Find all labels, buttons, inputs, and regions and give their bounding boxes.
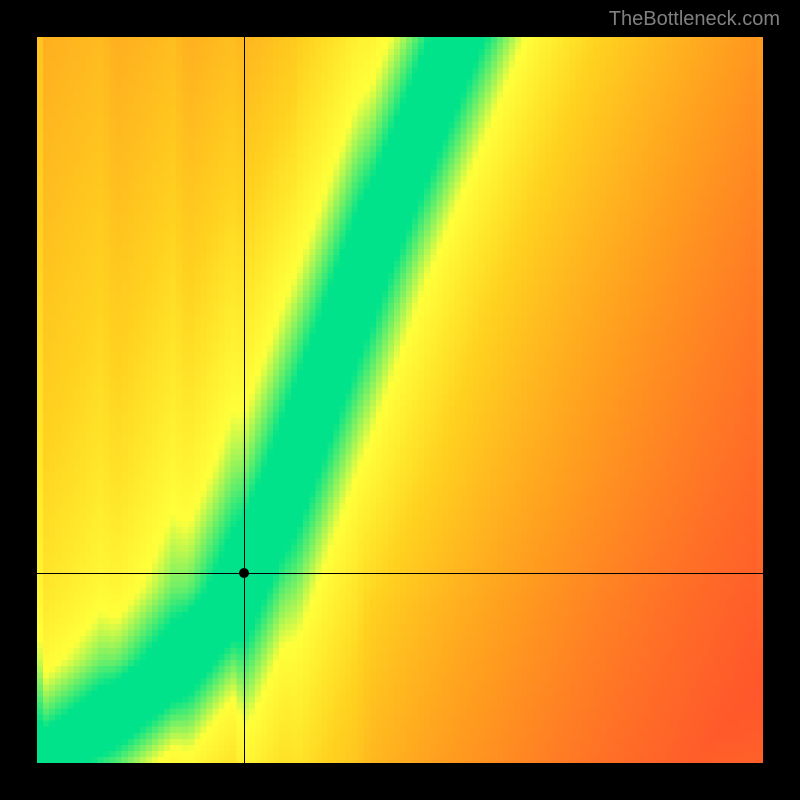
crosshair-horizontal-line xyxy=(37,573,763,574)
watermark-text: TheBottleneck.com xyxy=(609,8,780,31)
heatmap-canvas xyxy=(37,37,763,763)
crosshair-marker xyxy=(239,568,249,578)
heatmap-plot-area xyxy=(37,37,763,763)
crosshair-vertical-line xyxy=(244,37,245,763)
